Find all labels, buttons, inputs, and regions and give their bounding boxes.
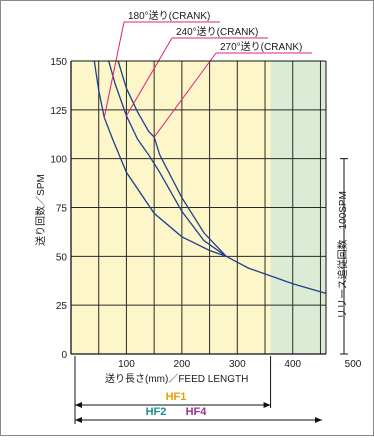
y-tick-label: 125	[50, 106, 67, 117]
y-tick-label: 25	[56, 301, 68, 312]
callout-label-1: 180°送り(CRANK)	[128, 9, 210, 22]
product-range-arrows: HF1 HF2 HF4	[74, 356, 322, 424]
callout-leader-1	[103, 21, 125, 118]
range-hf2-label: HF2	[146, 406, 167, 418]
y-tick-label: 50	[56, 252, 68, 263]
callout-lines: 180°送り(CRANK) 240°送り(CRANK) 270°送り(CRANK)	[103, 9, 312, 138]
x-tick-label: 200	[174, 359, 191, 370]
y-axis-label: 送り回数／SPM	[34, 174, 47, 246]
axes	[70, 60, 348, 355]
range-hf2-head-right	[315, 417, 322, 423]
series-line-2	[108, 60, 227, 257]
y-tick-label: 0	[61, 350, 67, 361]
x-tick-label: 300	[229, 359, 246, 370]
range-hf2-head-left	[75, 417, 82, 423]
callout-leader-3	[153, 52, 217, 138]
y-tick-label: 100	[50, 155, 67, 166]
x-tick-label: 400	[284, 359, 301, 370]
range-hf4-label: HF4	[186, 406, 208, 418]
callout-label-2: 240°送り(CRANK)	[176, 25, 258, 38]
tick-labels: 0 25 50 75 100 125 150 100 200 300 400 500	[50, 57, 361, 370]
y-tick-label: 75	[56, 204, 68, 215]
callout-label-3: 270°送り(CRANK)	[220, 40, 302, 53]
x-tick-label: 500	[345, 359, 362, 370]
range-hf1-head-right	[263, 402, 271, 408]
range-hf1-label: HF1	[166, 391, 187, 403]
callout-leader-2	[126, 37, 173, 116]
x-tick-label: 100	[118, 359, 135, 370]
right-bracket-label: リリース追従回数 100SPM	[336, 191, 349, 319]
x-axis-label: 送り長さ(mm)／FEED LENGTH	[105, 372, 248, 385]
range-hf1-head-left	[75, 402, 82, 408]
y-tick-label: 150	[50, 57, 67, 68]
